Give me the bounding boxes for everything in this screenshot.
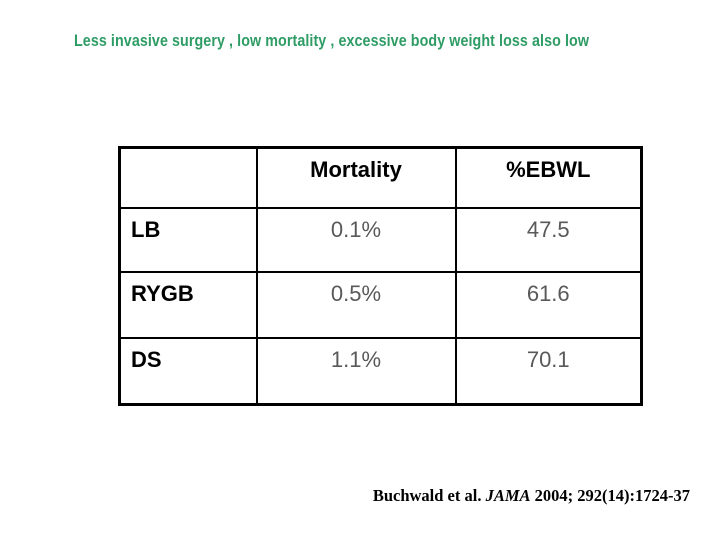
- citation-journal: JAMA: [485, 486, 531, 505]
- results-table: Mortality %EBWL LB 0.1% 47.5 RYGB 0.5% 6…: [118, 146, 643, 406]
- slide-title: Less invasive surgery , low mortality , …: [74, 31, 590, 50]
- table-row-ds: DS 1.1% 70.1: [118, 336, 643, 406]
- row-label-lb: LB: [118, 206, 258, 273]
- row-label-ds: DS: [118, 336, 258, 406]
- ebwl-value-lb: 47.5: [454, 206, 643, 273]
- table-row-rygb: RYGB 0.5% 61.6: [118, 270, 643, 339]
- table-header-row: Mortality %EBWL: [118, 146, 643, 209]
- mortality-value-lb: 0.1%: [255, 206, 457, 273]
- mortality-value-rygb: 0.5%: [255, 270, 457, 339]
- citation-details: 2004; 292(14):1724-37: [530, 486, 690, 505]
- mortality-value-ds: 1.1%: [255, 336, 457, 406]
- row-label-rygb: RYGB: [118, 270, 258, 339]
- header-cell-empty: [118, 146, 258, 209]
- citation: Buchwald et al. JAMA 2004; 292(14):1724-…: [373, 486, 690, 506]
- header-cell-mortality: Mortality: [255, 146, 457, 209]
- ebwl-value-ds: 70.1: [454, 336, 643, 406]
- citation-authors: Buchwald et al.: [372, 486, 486, 505]
- header-cell-ebwl: %EBWL: [454, 146, 643, 209]
- table-row-lb: LB 0.1% 47.5: [118, 206, 643, 273]
- ebwl-value-rygb: 61.6: [454, 270, 643, 339]
